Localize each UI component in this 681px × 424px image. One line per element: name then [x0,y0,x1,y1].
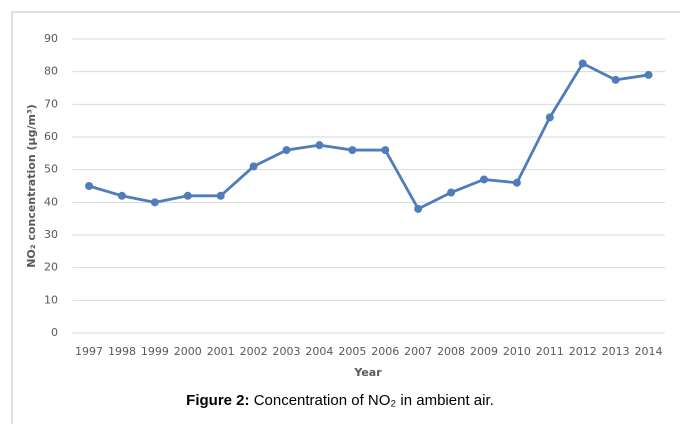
y-tick-label: 10 [44,293,58,306]
caption-label: Figure 2: [186,392,249,409]
data-point [117,191,126,200]
caption: Figure 2: Concentration of NO₂ in ambien… [186,392,494,409]
x-tick-label: 2004 [305,345,333,358]
x-tick-label: 2011 [536,345,564,358]
data-point [315,141,324,150]
x-tick-label: 2014 [635,345,663,358]
x-axis-label: Year [353,366,382,379]
data-point [381,146,390,155]
data-point [183,191,192,200]
x-tick-label: 2005 [338,345,366,358]
caption-text: Concentration of NO₂ in ambient air. [254,392,494,409]
y-tick-label: 0 [51,326,58,339]
x-tick-label: 2012 [569,345,597,358]
frame [11,11,680,424]
x-tick-label: 2001 [207,345,235,358]
x-tick-label: 2009 [470,345,498,358]
y-axis-label: NO₂ concentration (µg/m³) [25,104,38,268]
data-point [479,175,488,184]
x-tick-label: 1997 [75,345,103,358]
y-tick-label: 30 [44,228,58,241]
x-tick-label: 2000 [174,345,202,358]
data-point [414,204,423,213]
data-point [282,146,291,155]
data-point [578,59,587,68]
y-tick-label: 50 [44,163,58,176]
x-tick-label: 1999 [141,345,169,358]
x-tick-label: 1998 [108,345,136,358]
x-tick-label: 2006 [371,345,399,358]
data-point [348,146,357,155]
y-tick-label: 40 [44,195,58,208]
x-tick-label: 2010 [503,345,531,358]
x-tick-label: 2003 [273,345,301,358]
data-point [216,191,225,200]
data-point [545,113,554,122]
y-tick-label: 20 [44,261,58,274]
x-tick-label: 2013 [602,345,630,358]
data-point [512,178,521,187]
data-point [249,162,258,171]
x-tick-label: 2002 [240,345,268,358]
y-tick-label: 90 [44,32,58,45]
data-point [85,182,94,190]
y-tick-label: 80 [44,65,58,78]
data-point [150,198,159,207]
series-line [88,62,649,211]
y-tick-label: 70 [44,97,58,110]
x-tick-label: 2008 [437,345,465,358]
data-point [644,70,653,79]
x-tick-label: 2007 [404,345,432,358]
y-tick-label: 60 [44,130,58,143]
data-point [611,75,620,84]
data-point [447,188,456,197]
